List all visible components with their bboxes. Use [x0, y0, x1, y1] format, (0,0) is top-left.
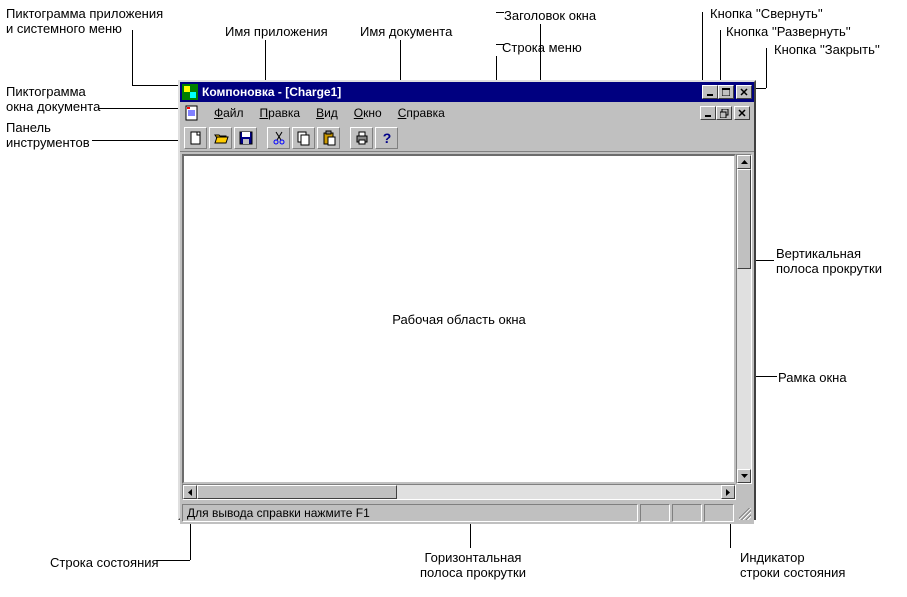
- annotation-minimize: Кнопка ''Свернуть'': [710, 6, 823, 21]
- annotation-app-icon: Пиктограмма приложения и системного меню: [6, 6, 163, 36]
- menubar: ФайлПравкаВидОкноСправка: [180, 102, 754, 124]
- app-icon[interactable]: [182, 84, 198, 100]
- save-icon: [238, 130, 254, 146]
- statusbar: Для вывода справки нажмите F1: [180, 502, 754, 524]
- save-button[interactable]: [234, 127, 257, 149]
- horizontal-scrollbar[interactable]: [182, 484, 736, 500]
- menu-правка[interactable]: Правка: [252, 104, 309, 122]
- help-icon: ?: [379, 130, 395, 146]
- status-text-pane: Для вывода справки нажмите F1: [182, 504, 638, 522]
- minimize-button[interactable]: [702, 85, 718, 99]
- annotation-status: Строка состояния: [50, 555, 159, 570]
- mdi-close-button[interactable]: [734, 106, 750, 120]
- annotation-close: Кнопка ''Закрыть'': [774, 42, 880, 57]
- annotation-doc-name: Имя документа: [360, 24, 452, 39]
- scroll-down-button[interactable]: [737, 469, 751, 483]
- document-icon[interactable]: [184, 105, 200, 121]
- annotation-title: Заголовок окна: [504, 8, 596, 23]
- workarea-text: Рабочая область окна: [392, 312, 526, 327]
- cut-icon: [271, 130, 287, 146]
- sizegrip-inner: [736, 484, 752, 500]
- new-icon: [188, 130, 204, 146]
- copy-icon: [296, 130, 312, 146]
- help-button[interactable]: ?: [375, 127, 398, 149]
- new-button[interactable]: [184, 127, 207, 149]
- cut-button[interactable]: [267, 127, 290, 149]
- copy-button[interactable]: [292, 127, 315, 149]
- annotation-toolbar: Панель инструментов: [6, 120, 90, 150]
- annotation-menu-row: Строка меню: [502, 40, 582, 55]
- hscroll-thumb[interactable]: [197, 485, 397, 499]
- status-text: Для вывода справки нажмите F1: [187, 506, 370, 520]
- annotation-vscroll: Вертикальная полоса прокрутки: [776, 246, 882, 276]
- scroll-right-button[interactable]: [721, 485, 735, 499]
- titlebar[interactable]: Компоновка - [Charge1]: [180, 82, 754, 102]
- paste-button[interactable]: [317, 127, 340, 149]
- scroll-left-button[interactable]: [183, 485, 197, 499]
- workarea[interactable]: Рабочая область окна: [182, 154, 736, 484]
- client-area: Рабочая область окна: [182, 154, 752, 500]
- print-button[interactable]: [350, 127, 373, 149]
- resize-grip-icon[interactable]: [736, 505, 752, 521]
- application-window: Компоновка - [Charge1] ФайлПравкаВидОкно…: [178, 80, 756, 520]
- annotation-doc-icon: Пиктограмма окна документа: [6, 84, 100, 114]
- menu-файл[interactable]: Файл: [206, 104, 252, 122]
- toolbar-separator: [259, 127, 265, 149]
- status-indicator-2: [672, 504, 702, 522]
- scroll-up-button[interactable]: [737, 155, 751, 169]
- window-title: Компоновка - [Charge1]: [202, 85, 702, 99]
- vscroll-thumb[interactable]: [737, 169, 751, 269]
- close-button[interactable]: [736, 85, 752, 99]
- menu-справка[interactable]: Справка: [390, 104, 453, 122]
- print-icon: [354, 130, 370, 146]
- title-app: Компоновка: [202, 85, 275, 99]
- toolbar: ?: [180, 124, 754, 152]
- svg-text:?: ?: [382, 130, 391, 146]
- status-indicator-3: [704, 504, 734, 522]
- maximize-button[interactable]: [718, 85, 734, 99]
- annotation-hscroll: Горизонтальная полоса прокрутки: [420, 550, 526, 580]
- menu-вид[interactable]: Вид: [308, 104, 346, 122]
- vertical-scrollbar[interactable]: [736, 154, 752, 484]
- menu-окно[interactable]: Окно: [346, 104, 390, 122]
- annotation-app-name: Имя приложения: [225, 24, 328, 39]
- annotation-maximize: Кнопка ''Развернуть'': [726, 24, 851, 39]
- status-indicator-1: [640, 504, 670, 522]
- title-doc: [Charge1]: [285, 85, 341, 99]
- open-button[interactable]: [209, 127, 232, 149]
- annotation-frame: Рамка окна: [778, 370, 847, 385]
- open-icon: [213, 130, 229, 146]
- annotation-status-ind: Индикатор строки состояния: [740, 550, 845, 580]
- mdi-minimize-button[interactable]: [700, 106, 716, 120]
- toolbar-separator: [342, 127, 348, 149]
- mdi-restore-button[interactable]: [716, 106, 732, 120]
- paste-icon: [321, 130, 337, 146]
